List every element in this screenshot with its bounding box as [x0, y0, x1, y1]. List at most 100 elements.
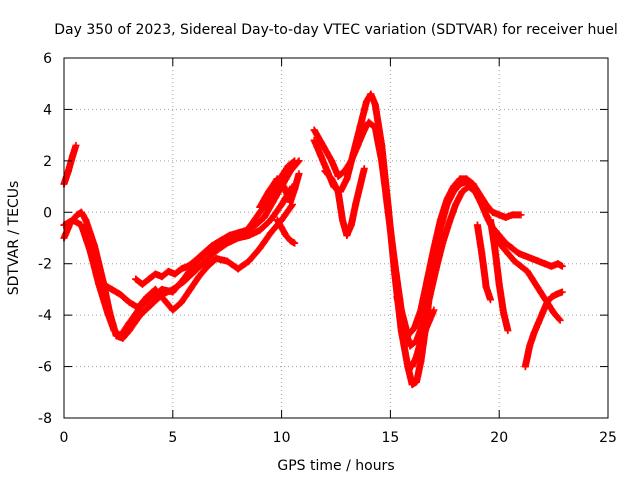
- data-point: [391, 260, 399, 268]
- chart-title: Day 350 of 2023, Sidereal Day-to-day VTE…: [54, 22, 617, 38]
- data-point: [82, 216, 90, 224]
- data-point: [180, 275, 188, 283]
- data-point: [547, 293, 555, 301]
- data-point: [541, 260, 549, 268]
- data-point: [138, 280, 146, 288]
- data-point: [245, 231, 253, 239]
- data-point: [558, 262, 566, 270]
- x-tick-label: 20: [490, 430, 508, 446]
- data-series-arc-14: [486, 216, 512, 335]
- data-point: [439, 239, 447, 247]
- data-point: [132, 275, 140, 283]
- data-point: [73, 211, 81, 219]
- data-point: [362, 98, 370, 106]
- data-point: [473, 221, 481, 229]
- data-point: [423, 275, 431, 283]
- data-point: [417, 337, 425, 345]
- data-point: [117, 291, 125, 299]
- data-point: [417, 357, 425, 365]
- data-point: [365, 118, 373, 126]
- data-point: [491, 244, 499, 252]
- data-point: [408, 363, 416, 371]
- data-point: [552, 291, 560, 299]
- data-point: [443, 195, 451, 203]
- data-point: [543, 298, 551, 306]
- data-point: [413, 352, 421, 360]
- data-point: [321, 167, 329, 175]
- data-point: [352, 201, 360, 209]
- data-point: [510, 257, 518, 265]
- x-tick-label: 10: [273, 430, 291, 446]
- data-point: [517, 211, 525, 219]
- data-point: [508, 244, 516, 252]
- data-point: [191, 257, 199, 265]
- data-point: [147, 301, 155, 309]
- data-point: [521, 363, 529, 371]
- data-point: [430, 244, 438, 252]
- y-tick-label: -4: [38, 308, 52, 324]
- data-point: [77, 221, 85, 229]
- data-point: [539, 309, 547, 317]
- data-point: [69, 152, 77, 160]
- data-point: [347, 157, 355, 165]
- data-point: [186, 285, 194, 293]
- data-point: [367, 90, 375, 98]
- y-tick-label: 4: [43, 102, 52, 118]
- data-point: [343, 231, 351, 239]
- data-point: [291, 239, 299, 247]
- data-point: [278, 201, 286, 209]
- data-point: [256, 226, 264, 234]
- data-point: [143, 293, 151, 301]
- data-point: [225, 231, 233, 239]
- data-point: [217, 237, 225, 245]
- data-point: [508, 211, 516, 219]
- data-point: [158, 285, 166, 293]
- ticks-layer: [63, 57, 609, 419]
- data-point: [158, 273, 166, 281]
- x-tick-labels: 0 5 10 15 20 25: [60, 430, 617, 446]
- data-point: [393, 293, 401, 301]
- data-point: [256, 244, 264, 252]
- data-point: [517, 262, 525, 270]
- data-point: [486, 296, 494, 304]
- data-point: [295, 170, 303, 178]
- data-point: [528, 255, 536, 263]
- data-point: [554, 260, 562, 268]
- data-point: [469, 180, 477, 188]
- data-series-arc-15: [521, 288, 566, 371]
- data-point: [99, 280, 107, 288]
- data-point: [413, 378, 421, 386]
- data-point: [534, 257, 542, 265]
- data-layer: [60, 90, 566, 389]
- data-point: [430, 306, 438, 314]
- data-point: [341, 167, 349, 175]
- data-point: [108, 285, 116, 293]
- y-tick-label: -6: [38, 360, 52, 376]
- data-point: [334, 188, 342, 196]
- data-point: [117, 332, 125, 340]
- data-point: [445, 219, 453, 227]
- data-point: [77, 208, 85, 216]
- data-point: [64, 167, 72, 175]
- data-point: [500, 309, 508, 317]
- data-point: [495, 280, 503, 288]
- data-point: [495, 211, 503, 219]
- data-point: [406, 342, 414, 350]
- data-point: [195, 273, 203, 281]
- data-series-arc-6: [256, 170, 303, 211]
- data-point: [534, 319, 542, 327]
- y-tick-label: -2: [38, 257, 52, 273]
- x-tick-label: 15: [381, 430, 399, 446]
- data-point: [360, 165, 368, 173]
- data-point: [86, 247, 94, 255]
- data-point: [450, 183, 458, 191]
- data-point: [526, 342, 534, 350]
- data-point: [286, 167, 294, 175]
- data-point: [178, 298, 186, 306]
- data-point: [265, 188, 273, 196]
- data-point: [164, 267, 172, 275]
- data-point: [267, 229, 275, 237]
- data-point: [208, 242, 216, 250]
